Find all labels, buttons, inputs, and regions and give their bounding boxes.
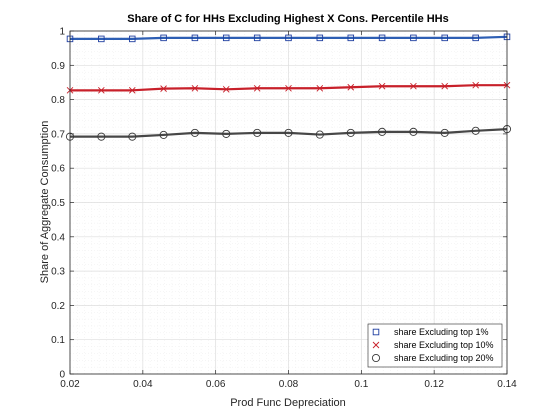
y-tick-label: 0.1	[51, 335, 65, 346]
legend-marker-1	[372, 328, 380, 336]
series-2-point	[98, 87, 105, 94]
series-3-line	[70, 127, 508, 138]
series-3-point	[253, 128, 262, 137]
y-tick-label: 1	[59, 27, 65, 38]
y-tick-label: 0.8	[51, 95, 65, 106]
series-1-point	[222, 34, 230, 42]
series-3-point	[346, 128, 355, 137]
series-2-point	[285, 84, 292, 92]
y-tick-label: 0.2	[51, 301, 65, 312]
series-3-point	[440, 128, 449, 137]
series-2-point	[128, 87, 136, 94]
series-3-point	[159, 130, 168, 139]
series-1-point	[410, 34, 417, 42]
legend-marker-2	[372, 341, 380, 349]
x-marker-stroke	[98, 87, 105, 94]
series-2-point	[441, 82, 449, 90]
series-1-point	[129, 35, 136, 43]
legend-label-2: share Excluding top 10%	[394, 340, 494, 350]
x-marker-stroke	[160, 85, 167, 92]
x-marker-stroke	[378, 82, 386, 90]
series-1-point	[160, 34, 167, 42]
series-2-point	[378, 82, 386, 90]
series-layer	[65, 33, 512, 141]
series-3-point	[222, 129, 231, 138]
series-1-point	[253, 34, 261, 42]
y-axis-label: Share of Aggregate Consumption	[39, 121, 51, 284]
legend-marker-3	[371, 353, 381, 363]
x-tick-label: 0.06	[206, 379, 226, 390]
x-marker-stroke	[128, 87, 136, 94]
x-marker-stroke	[253, 84, 261, 92]
series-1-point	[285, 34, 292, 42]
series-3	[65, 125, 512, 141]
series-1-point	[378, 34, 386, 42]
y-tick-label: 0	[59, 370, 65, 381]
x-marker-stroke	[285, 84, 292, 92]
legend: share Excluding top 1% share Excluding to…	[367, 323, 503, 368]
x-marker-stroke	[372, 341, 380, 349]
chart-title: Share of C for HHs Excluding Highest X C…	[127, 13, 449, 25]
series-3-point	[409, 127, 418, 136]
series-1-point	[316, 34, 324, 42]
x-marker-stroke	[472, 81, 479, 89]
x-marker-stroke	[191, 84, 199, 92]
x-marker-stroke	[316, 84, 324, 92]
series-3-point	[97, 132, 106, 141]
x-tick-label: 0.08	[279, 379, 299, 390]
y-tick-label: 0.3	[51, 267, 65, 278]
series-2-point	[472, 81, 479, 89]
x-axis-label: Prod Func Depreciation	[230, 397, 346, 409]
series-1-line	[70, 35, 508, 40]
series-1-point	[441, 34, 448, 42]
x-tick-label: 0.14	[497, 379, 517, 390]
ticks-layer	[69, 30, 508, 375]
x-marker-stroke	[222, 85, 230, 93]
series-3-point	[128, 132, 137, 141]
legend-items: share Excluding top 1% share Excluding to…	[371, 327, 494, 363]
series-1-point	[472, 34, 479, 42]
series-2-point	[410, 82, 417, 90]
y-tick-label: 0.4	[51, 232, 65, 243]
legend-box	[367, 323, 503, 368]
y-tick-label: 0.7	[51, 129, 65, 140]
series-2-point	[253, 84, 261, 92]
series-3-point	[471, 126, 480, 135]
series-2-point	[222, 85, 230, 93]
tick-labels: 0.02 0.04 0.06 0.08 0.1 0.12 0.14 0 0.1 0.2 0.3 0.4…	[51, 27, 517, 391]
series-1-point	[347, 34, 355, 42]
series-3-point	[190, 128, 199, 137]
x-marker-stroke	[441, 82, 449, 90]
y-tick-label: 0.5	[51, 198, 65, 209]
legend-label-3: share Excluding top 20%	[394, 353, 494, 363]
x-tick-label: 0.02	[60, 379, 80, 390]
x-tick-label: 0.1	[354, 379, 368, 390]
series-3-point	[378, 127, 387, 136]
series-2	[66, 81, 511, 94]
series-1-point	[98, 35, 105, 43]
series-2-point	[347, 83, 355, 91]
x-tick-label: 0.04	[133, 379, 153, 390]
series-3-point	[284, 128, 293, 137]
y-tick-label: 0.6	[51, 164, 65, 175]
x-marker-stroke	[347, 83, 355, 91]
series-3-point	[315, 130, 324, 139]
series-2-point	[160, 85, 167, 92]
series-2-point	[316, 84, 324, 92]
x-marker-stroke	[410, 82, 417, 90]
series-1-point	[191, 34, 199, 42]
y-tick-label: 0.9	[51, 61, 65, 72]
series-2-point	[191, 84, 199, 92]
legend-label-1: share Excluding top 1%	[394, 327, 489, 337]
x-tick-label: 0.12	[424, 379, 444, 390]
